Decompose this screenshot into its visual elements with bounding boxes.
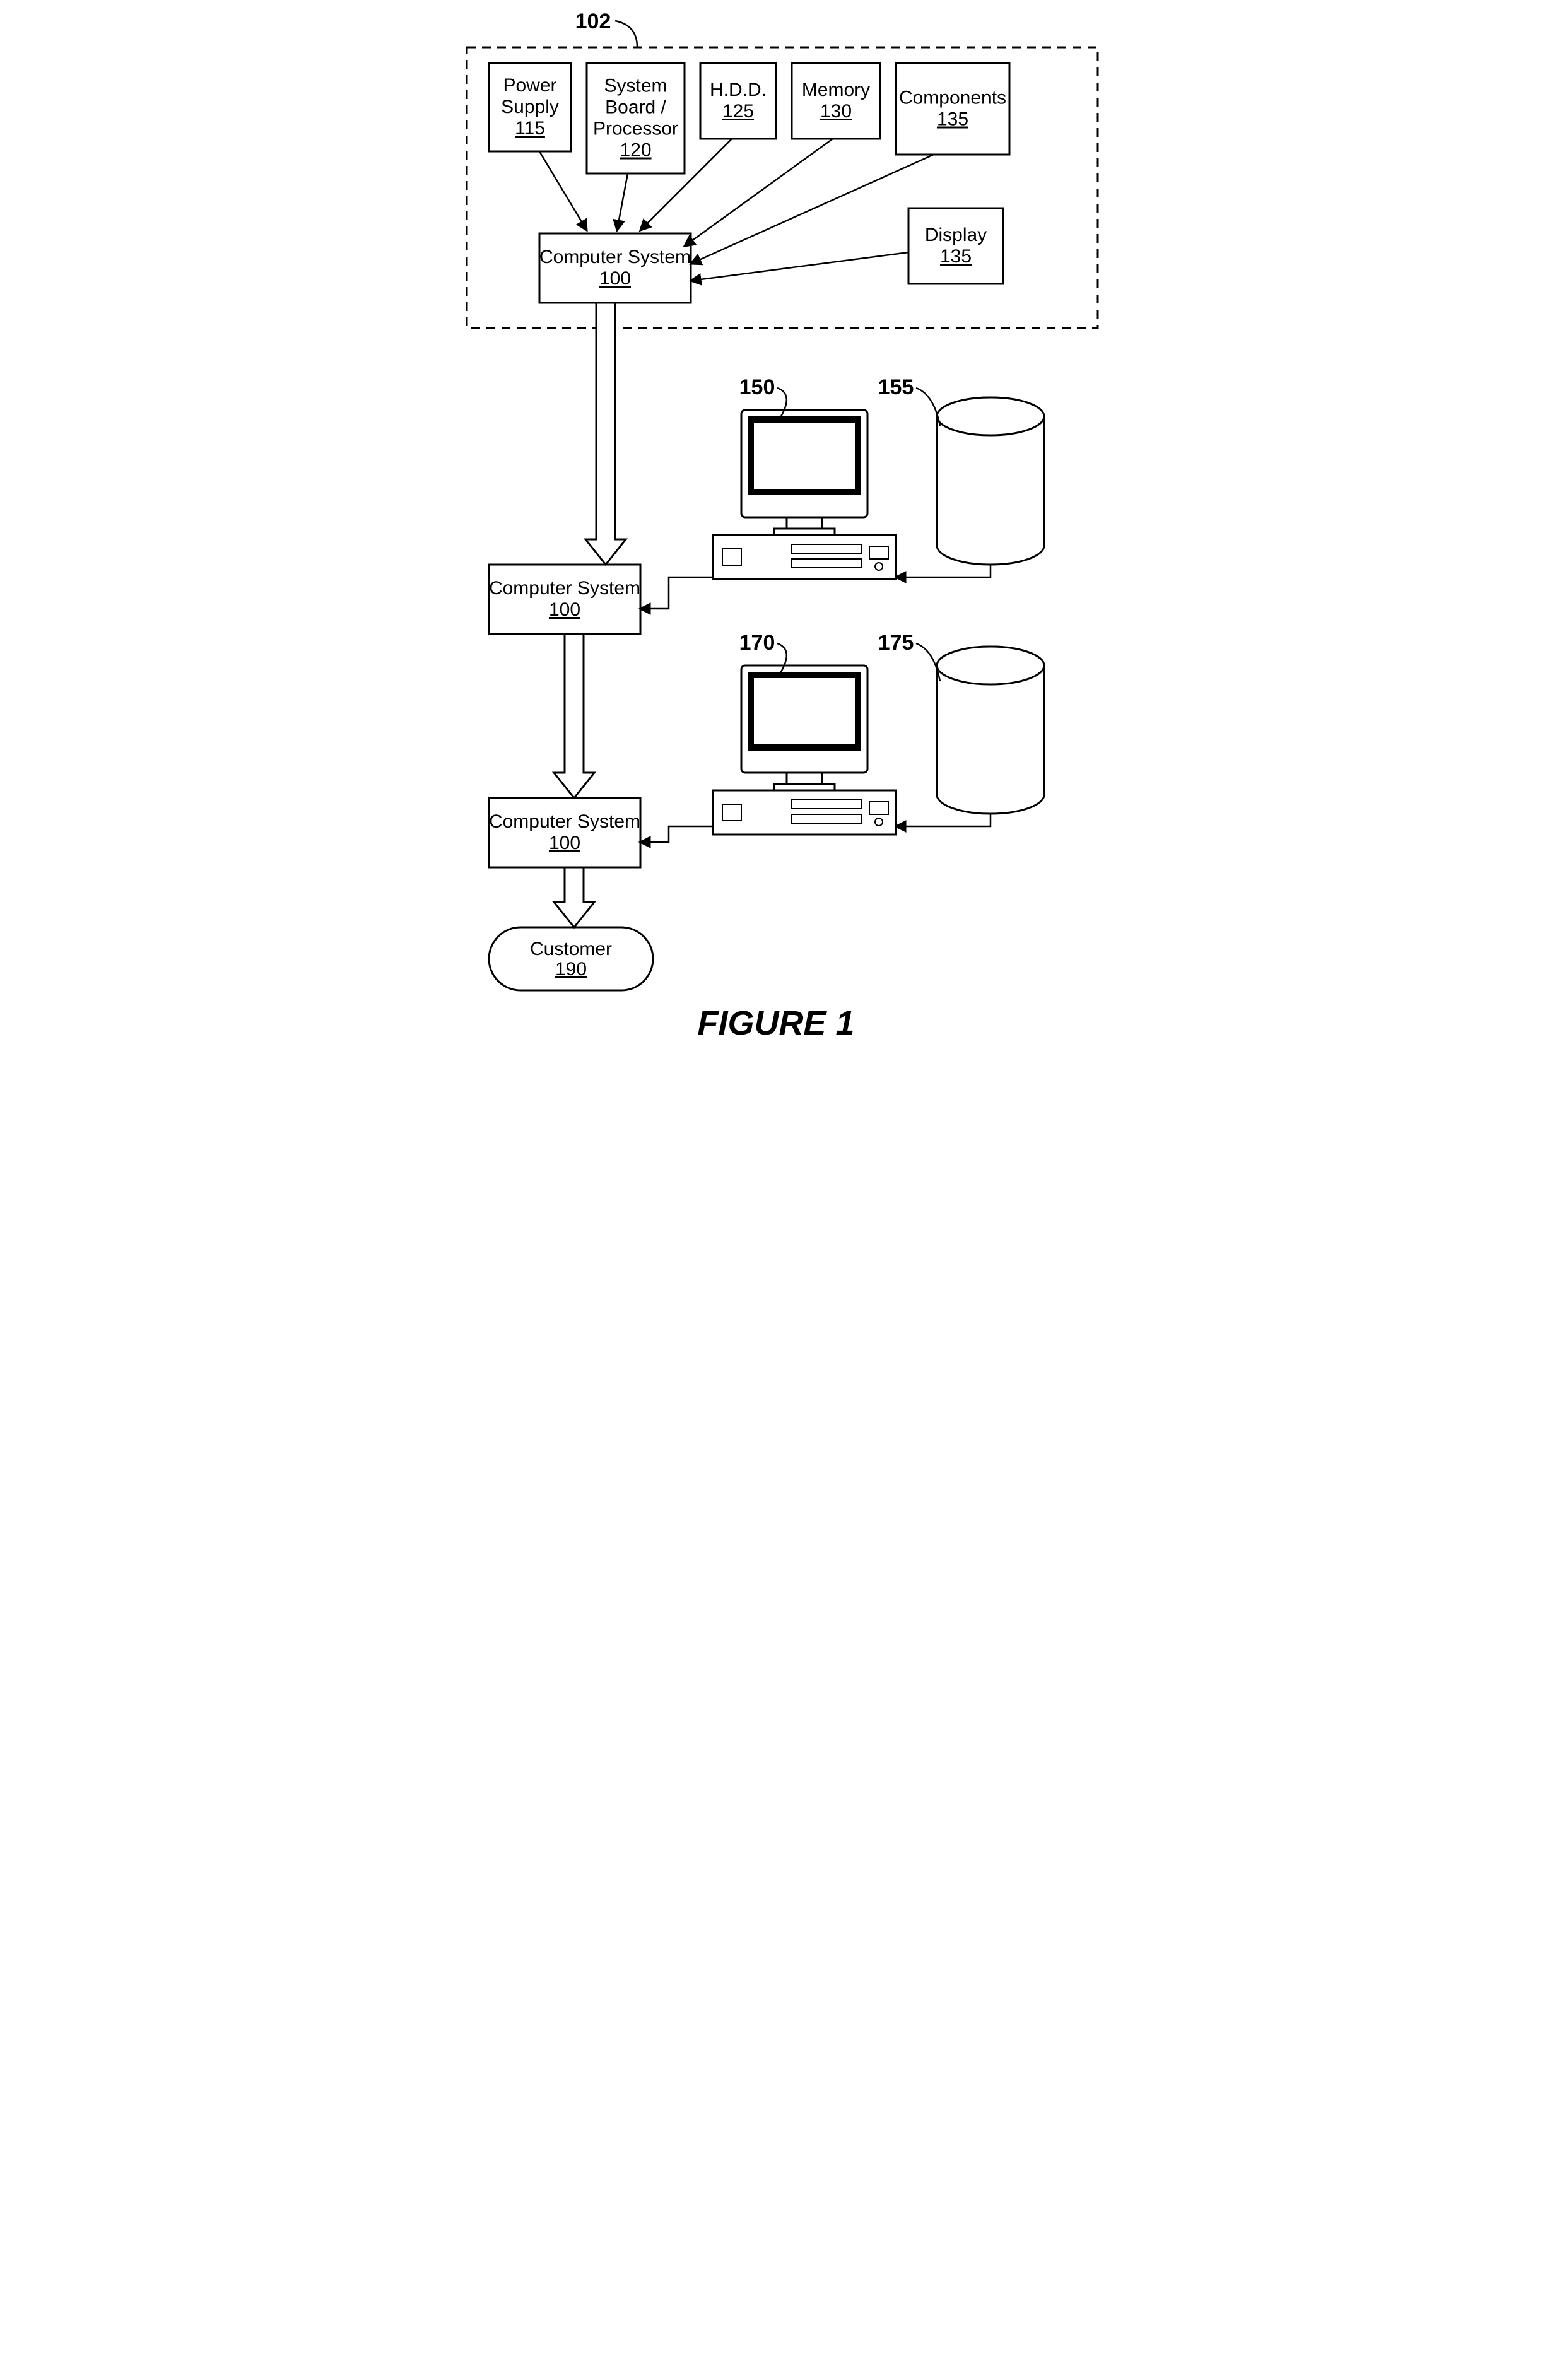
arrow: [691, 155, 934, 264]
svg-text:135: 135: [937, 109, 968, 130]
svg-text:135: 135: [940, 246, 972, 267]
svg-text:150: 150: [739, 375, 775, 399]
svg-text:Computer System: Computer System: [489, 811, 640, 832]
svg-text:190: 190: [555, 959, 587, 980]
svg-text:155: 155: [878, 375, 914, 399]
arrow: [685, 139, 833, 246]
svg-text:102: 102: [575, 9, 611, 33]
diagram-canvas: 102PowerSupply115SystemBoard /Processor1…: [429, 0, 1123, 1060]
svg-text:120: 120: [620, 140, 651, 161]
svg-text:Memory: Memory: [802, 79, 870, 100]
svg-text:Computer System: Computer System: [489, 578, 640, 599]
svg-text:100: 100: [549, 833, 580, 853]
svg-text:115: 115: [515, 118, 545, 139]
svg-text:Components: Components: [899, 88, 1006, 108]
svg-text:130: 130: [820, 101, 852, 122]
svg-text:Processor: Processor: [593, 119, 678, 139]
svg-text:Board /: Board /: [605, 97, 666, 118]
svg-text:H.D.D.: H.D.D.: [710, 79, 767, 100]
svg-text:Supply: Supply: [501, 97, 559, 117]
db-icon: [937, 647, 1044, 814]
svg-text:170: 170: [739, 631, 775, 655]
arrow: [617, 173, 628, 230]
svg-text:Display: Display: [925, 225, 987, 245]
thick-arrow: [554, 867, 594, 927]
pc-icon: [713, 665, 896, 835]
svg-text:Power: Power: [503, 75, 556, 96]
pc-icon: [713, 410, 896, 579]
db-icon: [937, 397, 1044, 565]
svg-text:Computer System: Computer System: [539, 247, 691, 267]
svg-text:175: 175: [878, 631, 914, 655]
pc2-to-cs: [640, 826, 713, 842]
svg-text:100: 100: [549, 599, 580, 620]
thick-arrow: [585, 303, 626, 565]
svg-text:125: 125: [722, 101, 754, 122]
svg-text:Customer: Customer: [530, 939, 612, 959]
pc1-to-cs: [640, 577, 713, 609]
svg-text:100: 100: [599, 268, 631, 289]
svg-text:FIGURE 1: FIGURE 1: [697, 1004, 854, 1042]
thick-arrow: [554, 634, 594, 798]
arrow: [539, 151, 587, 230]
arrow: [691, 252, 908, 281]
svg-text:System: System: [604, 76, 667, 97]
callout-leader: [615, 21, 637, 47]
